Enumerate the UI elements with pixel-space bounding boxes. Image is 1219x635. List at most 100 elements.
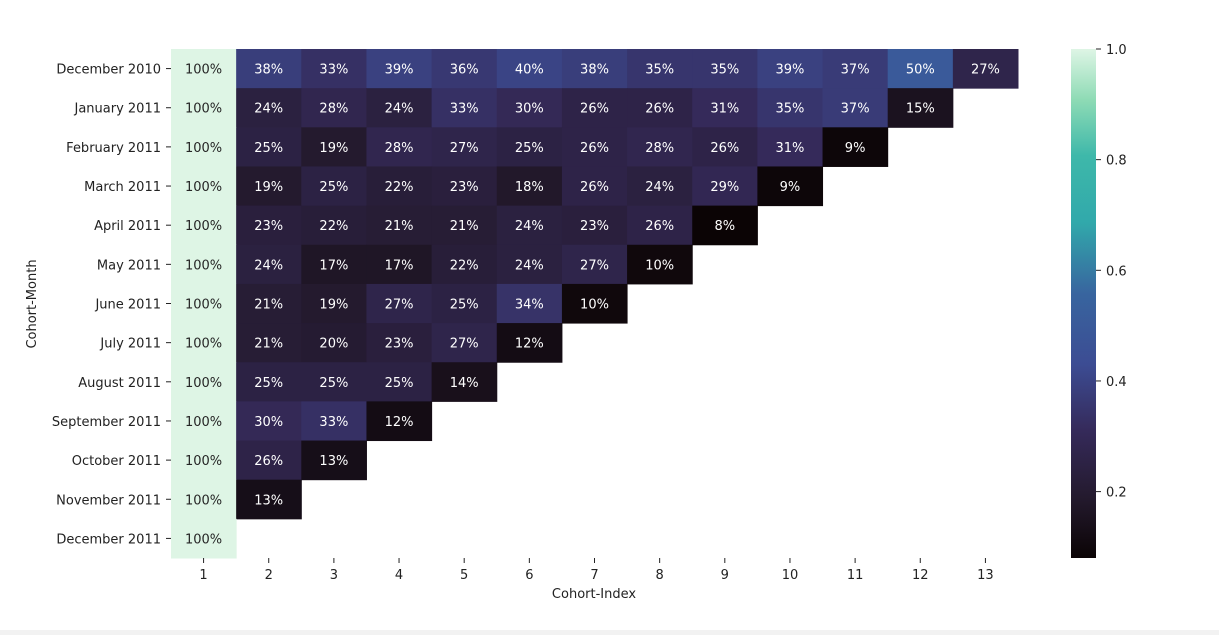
heatmap-cell [887,49,954,89]
y-tick-label: December 2011 [56,532,161,547]
cell-label: 27% [971,63,1000,78]
heatmap-cell [561,88,628,128]
cell-label: 12% [385,415,414,430]
heatmap-cell [366,401,433,442]
x-tick-label: 4 [395,568,403,583]
heatmap-cell [627,127,693,167]
heatmap-cell [301,362,367,402]
heatmap-cell [561,49,628,89]
cell-label: 24% [515,258,544,273]
x-tick-label: 13 [977,568,994,583]
cell-label: 25% [385,376,414,391]
cell-label: 20% [319,337,348,352]
heatmap-cell [627,205,693,246]
heatmap-cell [952,49,1019,89]
heatmap-cell [496,49,563,89]
heatmap-cell [301,166,367,207]
cell-label: 23% [385,337,414,352]
heatmap-cell [171,205,237,246]
cell-label: 15% [906,102,935,117]
cell-label: 18% [515,180,544,195]
cell-label: 12% [515,337,544,352]
heatmap-cell [366,323,433,363]
heatmap-cell [431,244,498,285]
y-tick-label: February 2011 [66,141,161,156]
cell-label: 19% [319,298,348,313]
cell-label: 33% [319,415,348,430]
x-tick-label: 7 [590,568,598,583]
cell-label: 100% [185,258,222,273]
cell-label: 17% [319,258,348,273]
heatmap-cell [692,127,758,167]
heatmap-cell [561,205,628,246]
heatmap-cell [496,283,563,324]
colorbar-tick-label: 0.2 [1106,486,1127,501]
heatmap-cell [171,440,237,481]
colorbar-ticks: 0.2 0.4 0.6 0.8 1.0 [1096,43,1127,501]
heatmap-cell [301,127,367,167]
cell-label: 33% [450,102,479,117]
heatmap-cell [822,127,889,167]
heatmap-cell [692,88,758,128]
cell-label: 24% [645,180,674,195]
heatmap-cell [236,205,302,246]
heatmap-cell [496,205,563,246]
cell-label: 28% [319,102,348,117]
x-tick-label: 11 [847,568,864,583]
heatmap-cell [561,244,628,285]
cell-label: 26% [254,454,283,469]
heatmap-cell [236,323,302,363]
x-tick-label: 2 [265,568,273,583]
heatmap-cell [366,205,433,246]
heatmap-cell [431,362,498,402]
heatmap-cell [692,49,758,89]
cell-label: 22% [385,180,414,195]
heatmap-cell [236,166,302,207]
heatmap-cell [171,362,237,402]
y-tick-label: September 2011 [52,415,161,430]
cell-label: 25% [319,180,348,195]
cell-label: 37% [841,63,870,78]
cell-label: 27% [580,258,609,273]
cell-label: 10% [580,298,609,313]
cell-label: 21% [385,219,414,234]
heatmap-cell [171,479,237,520]
cell-label: 100% [185,415,222,430]
x-axis-label: Cohort-Index [552,587,636,602]
heatmap-cell [496,88,563,128]
heatmap-cell [171,49,237,89]
cell-label: 17% [385,258,414,273]
heatmap-cell [366,166,433,207]
cell-label: 31% [710,102,739,117]
y-tick-label: October 2011 [72,454,161,469]
y-tick-label: December 2010 [56,63,161,78]
cell-label: 100% [185,102,222,117]
heatmap-cell [757,88,824,128]
heatmap-cell [561,166,628,207]
cell-label: 21% [450,219,479,234]
heatmap-cell [431,166,498,207]
cell-label: 27% [450,337,479,352]
cell-label: 25% [515,141,544,156]
y-tick-label: June 2011 [94,298,161,313]
x-tick-label: 3 [330,568,338,583]
heatmap-cell [431,323,498,363]
heatmap-cell [366,283,433,324]
heatmap-cell [431,88,498,128]
heatmap-cell [236,244,302,285]
heatmap-cell [236,440,302,481]
heatmap-cell [366,362,433,402]
heatmap-cell [236,88,302,128]
cell-label: 35% [710,63,739,78]
x-tick-label: 12 [912,568,929,583]
cell-label: 23% [580,219,609,234]
y-tick-label: May 2011 [97,258,161,273]
heatmap-cell [431,49,498,89]
heatmap-cell [171,166,237,207]
cell-label: 24% [254,102,283,117]
heatmap-cell [757,127,824,167]
cell-label: 35% [645,63,674,78]
cell-label: 22% [450,258,479,273]
heatmap-cell [171,88,237,128]
